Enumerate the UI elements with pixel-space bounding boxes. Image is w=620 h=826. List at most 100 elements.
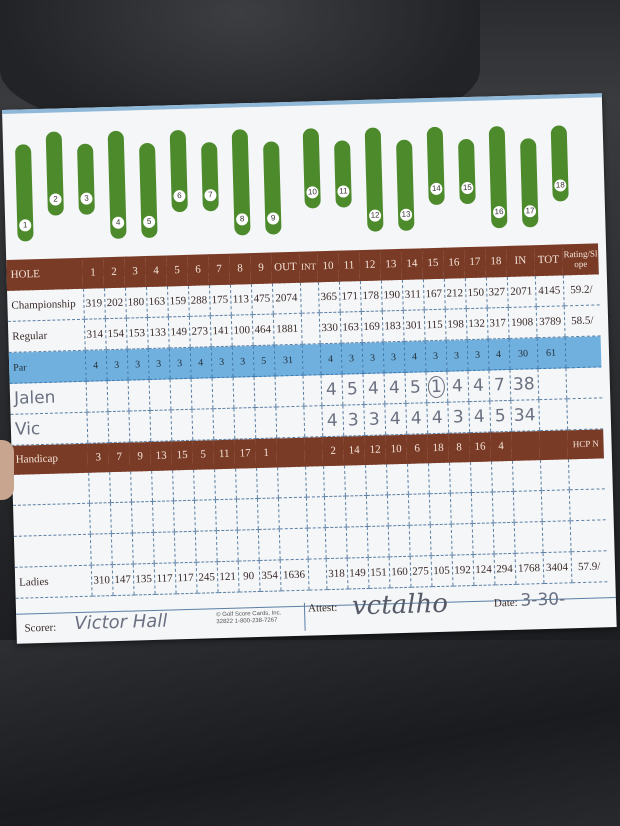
in-total: 1768 (514, 552, 544, 585)
cell (307, 558, 327, 591)
yardage: 183 (381, 310, 404, 342)
handicap-value: 7 (108, 442, 131, 472)
yardage: 202 (104, 287, 126, 319)
yardage: 163 (145, 285, 168, 318)
par-value: 3 (424, 340, 447, 372)
cell (214, 468, 236, 500)
par-value: 4 (319, 343, 342, 375)
par-value: 5 (252, 345, 275, 377)
yardage: 154 (104, 318, 127, 350)
cell (301, 343, 321, 376)
score: 4 (467, 370, 490, 402)
hole-number: 12 (359, 249, 381, 281)
copyright-text: © Golf Score Cards, Inc. 32822 1-800-238… (216, 610, 282, 626)
yardage: 171 (338, 280, 361, 313)
cell (254, 406, 277, 439)
out-total: 1881 (272, 313, 302, 346)
hole-diagram: 7 (200, 142, 219, 212)
par-value: 3 (105, 349, 128, 381)
yardage: 90 (237, 560, 260, 593)
yardage: 475 (250, 283, 273, 315)
cell (567, 457, 605, 490)
yardage: 310 (90, 564, 113, 597)
cell (88, 471, 111, 504)
score: 4 (321, 405, 344, 437)
handicap-value: 1 (255, 437, 278, 468)
in-total: 2071 (506, 275, 536, 308)
hole-number-badge: 15 (461, 181, 474, 195)
cell (365, 463, 387, 496)
par-value: 4 (189, 346, 212, 379)
par-value: 3 (340, 342, 363, 375)
yardage: 464 (251, 314, 274, 346)
out-total: 2074 (271, 282, 301, 315)
yardage: 318 (325, 558, 348, 590)
cell (172, 500, 195, 532)
regular-label: Regular (7, 319, 85, 353)
hole-diagram: 12 (364, 127, 384, 232)
hole-number-badge: 13 (399, 208, 413, 221)
cell (428, 462, 450, 494)
int-header: INT (299, 251, 318, 283)
cell (276, 437, 306, 467)
score: 5 (341, 373, 364, 406)
yardage: 190 (380, 279, 403, 311)
cell (537, 367, 567, 400)
total: 3404 (542, 551, 572, 584)
hole-diagram: 5 (138, 142, 158, 239)
yardage: 100 (230, 314, 253, 347)
hole-number-badge: 10 (306, 186, 319, 199)
cell (214, 499, 237, 531)
hole-number: 7 (208, 253, 230, 285)
cell (471, 522, 494, 555)
cell (109, 471, 131, 503)
cell (344, 464, 366, 497)
hole-number-badge: 14 (430, 182, 443, 196)
par-value: 3 (382, 341, 405, 373)
cell (13, 534, 91, 568)
hole-number: 14 (401, 248, 423, 280)
cell (278, 528, 308, 560)
score: 4 (384, 403, 407, 435)
yardage: 178 (359, 279, 382, 312)
hole-number-badge: 16 (492, 205, 506, 219)
yardage: 192 (451, 554, 474, 587)
cell (12, 472, 90, 506)
hole-diagram: 2 (45, 131, 64, 216)
cell (170, 409, 193, 441)
score: 3 (342, 404, 365, 437)
yardage: 135 (132, 563, 155, 596)
cell (277, 497, 307, 529)
par-value: 3 (168, 347, 191, 379)
cell (303, 405, 323, 438)
handicap-value: 2 (322, 436, 345, 466)
cell (491, 491, 514, 523)
par-value: 4 (403, 340, 426, 373)
cell (148, 378, 171, 411)
hole-number-badge: 9 (266, 212, 280, 225)
cell (236, 529, 259, 562)
hole-number-badge: 11 (337, 185, 350, 198)
cell (539, 429, 568, 460)
cell (323, 496, 346, 528)
cell (324, 527, 347, 559)
out-header: OUT (271, 251, 300, 284)
cell (233, 407, 256, 440)
cell (110, 533, 133, 565)
score-table: HOLE 1 2 3 4 5 6 7 8 9 OUT INT 10 11 12 13 14 15 16 17 18 IN T… (6, 243, 608, 599)
date-value: 3-30- (520, 589, 566, 611)
cell (235, 498, 258, 531)
yardage: 275 (409, 555, 432, 588)
yardage: 198 (444, 308, 467, 341)
cell (152, 531, 175, 564)
hole-diagram: 17 (519, 138, 539, 228)
hole-number-badge: 2 (49, 193, 62, 206)
cell (211, 377, 234, 409)
yardage: 153 (125, 317, 148, 350)
circled-score: 1 (427, 375, 446, 399)
cell (539, 458, 569, 491)
cell (151, 469, 173, 502)
cell (302, 374, 322, 407)
score: 7 (488, 369, 511, 402)
in-score: 38 (509, 368, 539, 401)
